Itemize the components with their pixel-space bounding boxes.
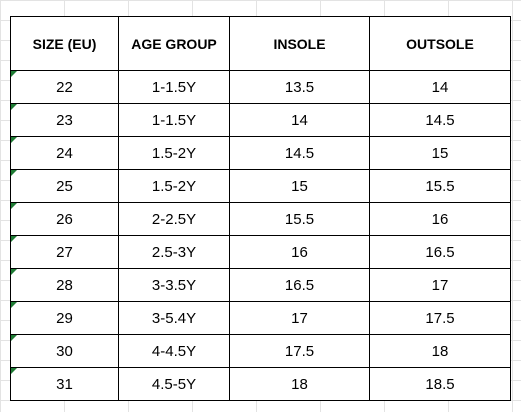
- header-insole-cell[interactable]: INSOLE: [229, 16, 370, 71]
- size-cell[interactable]: 25: [10, 169, 119, 203]
- size-cell[interactable]: 22: [10, 70, 119, 104]
- age-group-cell[interactable]: 1-1.5Y: [118, 70, 230, 104]
- outsole-cell[interactable]: 16.5: [369, 235, 511, 269]
- size-value: 28: [56, 276, 73, 294]
- outsole-cell[interactable]: 15.5: [369, 169, 511, 203]
- outsole-cell[interactable]: 17: [369, 268, 511, 302]
- table-row: 23 1-1.5Y 14 14.5: [10, 103, 511, 137]
- text-number-indicator-icon: [11, 71, 17, 77]
- size-value: 22: [56, 78, 73, 96]
- age-group-cell[interactable]: 1-1.5Y: [118, 103, 230, 137]
- age-group-cell[interactable]: 3-3.5Y: [118, 268, 230, 302]
- text-number-indicator-icon: [11, 269, 17, 275]
- text-number-indicator-icon: [11, 170, 17, 176]
- insole-cell[interactable]: 16.5: [229, 268, 370, 302]
- outsole-cell[interactable]: 14.5: [369, 103, 511, 137]
- insole-cell[interactable]: 13.5: [229, 70, 370, 104]
- age-group-cell[interactable]: 4-4.5Y: [118, 334, 230, 368]
- size-cell[interactable]: 26: [10, 202, 119, 236]
- size-value: 29: [56, 309, 73, 327]
- table-row: 29 3-5.4Y 17 17.5: [10, 301, 511, 335]
- age-group-cell[interactable]: 1.5-2Y: [118, 136, 230, 170]
- text-number-indicator-icon: [11, 302, 17, 308]
- text-number-indicator-icon: [11, 368, 17, 374]
- table-row: 30 4-4.5Y 17.5 18: [10, 334, 511, 368]
- age-group-cell[interactable]: 2-2.5Y: [118, 202, 230, 236]
- size-cell[interactable]: 31: [10, 367, 119, 401]
- size-value: 27: [56, 243, 73, 261]
- outsole-cell[interactable]: 16: [369, 202, 511, 236]
- size-value: 30: [56, 342, 73, 360]
- header-age-group-cell[interactable]: AGE GROUP: [118, 16, 230, 71]
- text-number-indicator-icon: [11, 104, 17, 110]
- insole-cell[interactable]: 17: [229, 301, 370, 335]
- size-cell[interactable]: 23: [10, 103, 119, 137]
- size-cell[interactable]: 29: [10, 301, 119, 335]
- insole-cell[interactable]: 18: [229, 367, 370, 401]
- table-row: 24 1.5-2Y 14.5 15: [10, 136, 511, 170]
- table-row: 22 1-1.5Y 13.5 14: [10, 70, 511, 104]
- outsole-cell[interactable]: 14: [369, 70, 511, 104]
- age-group-cell[interactable]: 3-5.4Y: [118, 301, 230, 335]
- table-row: 25 1.5-2Y 15 15.5: [10, 169, 511, 203]
- age-group-cell[interactable]: 1.5-2Y: [118, 169, 230, 203]
- size-value: 24: [56, 144, 73, 162]
- table-row: 31 4.5-5Y 18 18.5: [10, 367, 511, 401]
- outsole-cell[interactable]: 18: [369, 334, 511, 368]
- size-cell[interactable]: 27: [10, 235, 119, 269]
- insole-cell[interactable]: 15.5: [229, 202, 370, 236]
- text-number-indicator-icon: [11, 335, 17, 341]
- size-value: 31: [56, 375, 73, 393]
- insole-cell[interactable]: 16: [229, 235, 370, 269]
- insole-cell[interactable]: 17.5: [229, 334, 370, 368]
- age-group-cell[interactable]: 2.5-3Y: [118, 235, 230, 269]
- size-cell[interactable]: 24: [10, 136, 119, 170]
- age-group-cell[interactable]: 4.5-5Y: [118, 367, 230, 401]
- size-value: 23: [56, 111, 73, 129]
- insole-cell[interactable]: 14.5: [229, 136, 370, 170]
- insole-cell[interactable]: 15: [229, 169, 370, 203]
- text-number-indicator-icon: [11, 137, 17, 143]
- outsole-cell[interactable]: 17.5: [369, 301, 511, 335]
- insole-cell[interactable]: 14: [229, 103, 370, 137]
- outsole-cell[interactable]: 15: [369, 136, 511, 170]
- table-row: 28 3-3.5Y 16.5 17: [10, 268, 511, 302]
- size-value: 25: [56, 177, 73, 195]
- header-row: SIZE (EU) AGE GROUP INSOLE OUTSOLE: [10, 16, 511, 71]
- header-size-cell[interactable]: SIZE (EU): [10, 16, 119, 71]
- size-chart-table: SIZE (EU) AGE GROUP INSOLE OUTSOLE 22 1-…: [10, 16, 511, 401]
- text-number-indicator-icon: [11, 203, 17, 209]
- table-row: 26 2-2.5Y 15.5 16: [10, 202, 511, 236]
- header-outsole-cell[interactable]: OUTSOLE: [369, 16, 511, 71]
- outsole-cell[interactable]: 18.5: [369, 367, 511, 401]
- text-number-indicator-icon: [11, 236, 17, 242]
- size-value: 26: [56, 210, 73, 228]
- table-row: 27 2.5-3Y 16 16.5: [10, 235, 511, 269]
- size-cell[interactable]: 30: [10, 334, 119, 368]
- size-cell[interactable]: 28: [10, 268, 119, 302]
